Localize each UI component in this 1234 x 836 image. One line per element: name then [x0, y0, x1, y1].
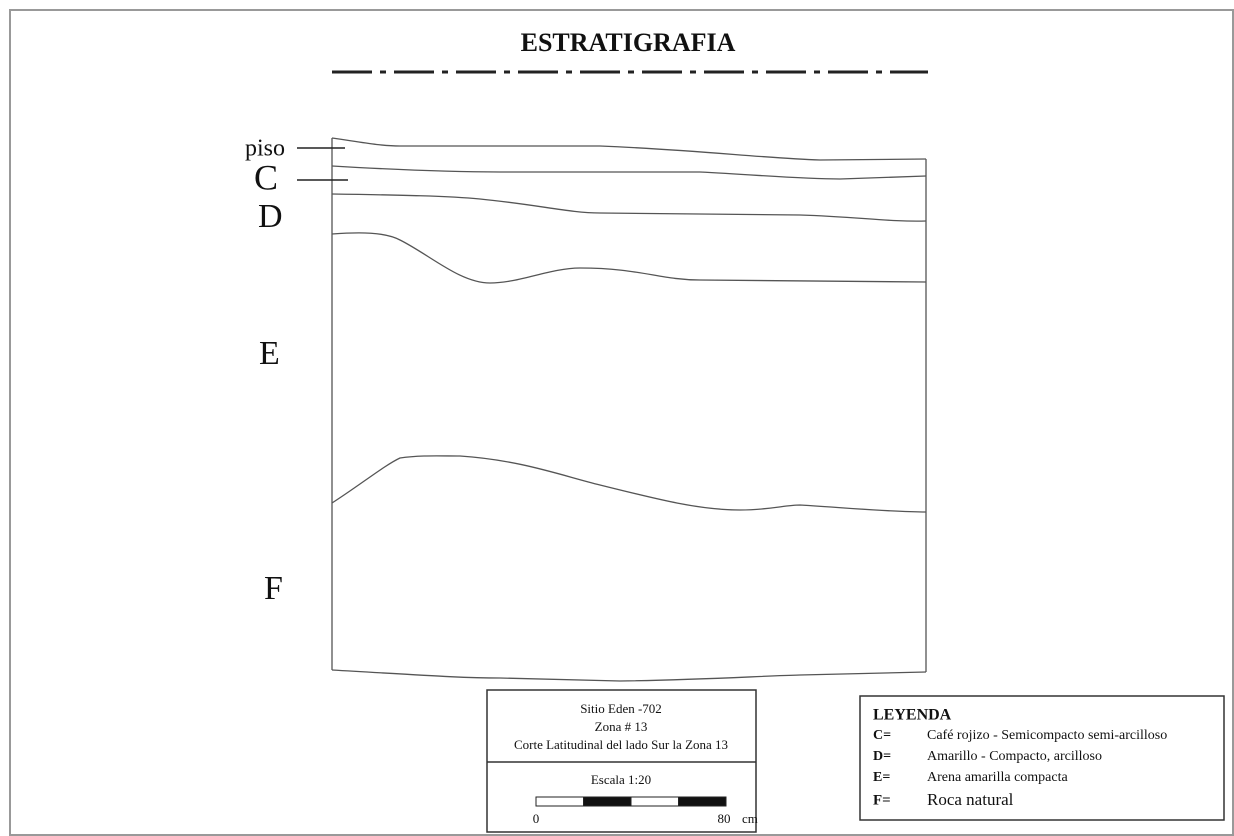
legend-text: Arena amarilla compacta — [927, 770, 1068, 785]
legend-text: Café rojizo - Semicompacto semi-arcillos… — [927, 728, 1167, 743]
layer-boundary — [331, 669, 927, 682]
layer-boundary — [331, 193, 927, 222]
layer-label: F — [264, 570, 283, 607]
legend-text: Amarillo - Compacto, arcilloso — [927, 749, 1102, 764]
scale-start: 0 — [533, 811, 540, 826]
frame — [9, 9, 1234, 836]
section-name: Corte Latitudinal del lado Sur la Zona 1… — [514, 737, 728, 752]
legend-title: LEYENDA — [873, 707, 952, 724]
layer-boundary — [331, 165, 927, 180]
layer-boundary — [331, 137, 927, 161]
scale-end: 80 — [718, 811, 731, 826]
info-box: Sitio Eden -702 Zona # 13 Corte Latitudi… — [486, 689, 758, 833]
info-frame — [486, 689, 757, 833]
scale-segment — [583, 796, 632, 807]
site: Sitio Eden -702 — [580, 701, 662, 716]
legend-key: F= — [873, 792, 891, 808]
layer-boundary — [331, 455, 927, 513]
layer-label: E — [259, 335, 280, 372]
layer-label: D — [258, 198, 283, 235]
legend-text: Roca natural — [927, 790, 1014, 809]
legend-key: D= — [873, 749, 891, 764]
layer-boundary — [331, 232, 927, 284]
scale-segment — [678, 796, 727, 807]
legend-key: C= — [873, 728, 891, 743]
layer-label: piso — [245, 136, 285, 162]
legend: LEYENDA C= Café rojizo - Semicompacto se… — [859, 695, 1225, 821]
legend-frame — [859, 695, 1225, 821]
scale-unit: cm — [742, 811, 758, 826]
legend-key: E= — [873, 770, 890, 785]
section: piso C D E F — [245, 136, 927, 682]
scale-segment — [630, 796, 679, 807]
layer-label: C — [254, 157, 278, 197]
scale: Escala 1:20 — [591, 772, 651, 787]
zone: Zona # 13 — [595, 719, 648, 734]
scale-segment — [535, 796, 584, 807]
title: ESTRATIGRAFIA — [521, 28, 736, 57]
